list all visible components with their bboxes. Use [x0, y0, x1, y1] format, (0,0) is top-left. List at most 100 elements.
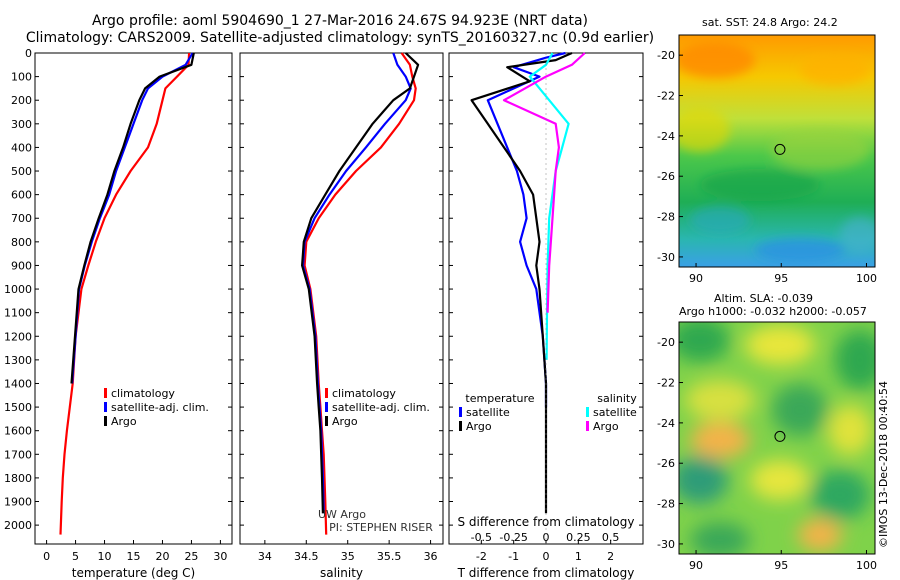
diff-series-satellite-t-: [486, 51, 566, 408]
depth-tick-label: 700: [11, 212, 32, 225]
temp-xtick-label: 5: [72, 550, 79, 563]
depth-tick-label: 500: [11, 165, 32, 178]
sst-map-field: [679, 35, 875, 267]
depth-tick-label: 600: [11, 189, 32, 202]
sst-map-ytick-label: -20: [657, 49, 675, 62]
temp-series-argo: [70, 52, 195, 384]
legend-label: Argo: [466, 420, 492, 433]
legend-swatch: [325, 416, 328, 426]
sla-argo-location-marker: [774, 430, 786, 442]
salinity-diff-tick-label: 0.25: [566, 531, 591, 544]
legend-label: Argo: [332, 415, 358, 428]
salinity-diff-tick-label: -0.25: [499, 531, 527, 544]
temp-series-satellite-adj-clim-: [71, 52, 194, 384]
temp-xtick-label: 0: [43, 550, 50, 563]
temp-series-climatology: [59, 52, 191, 535]
legend-swatch: [325, 402, 328, 412]
temp-xtick-label: 10: [98, 550, 112, 563]
salinity-diff-tick-label: 0.5: [602, 531, 620, 544]
sla-map-title-line1: Altim. SLA: -0.039: [714, 292, 814, 305]
diff-xlabel: T difference from climatology: [457, 566, 635, 580]
legend-swatch: [459, 421, 462, 431]
chart-title-line2: Climatology: CARS2009. Satellite-adjuste…: [25, 30, 655, 46]
legend-swatch: [104, 416, 107, 426]
depth-tick-label: 1400: [4, 377, 32, 390]
sla-map-xtick-label: 95: [774, 559, 788, 572]
depth-tick-label: 200: [11, 94, 32, 107]
legend-swatch: [586, 407, 589, 417]
sal-series-argo: [301, 52, 420, 514]
temp-xlabel: temperature (deg C): [72, 566, 195, 580]
legend-label: satellite: [593, 406, 637, 419]
legend-label: climatology: [111, 387, 175, 400]
legend-label: satellite: [466, 406, 510, 419]
sst-map-xtick-label: 100: [856, 272, 877, 285]
diff-panel: -2 -1 0 1 2 T difference from climatology: [448, 51, 644, 580]
sal-series-satellite-adj-clim-: [301, 52, 412, 514]
sla-map-ytick-label: -26: [657, 457, 675, 470]
depth-tick-label: 1900: [4, 496, 32, 509]
temp-xtick-label: 25: [184, 550, 198, 563]
credit-uw-argo: UW Argo: [318, 508, 366, 521]
legend-swatch: [104, 388, 107, 398]
temp-xtick-label: 20: [155, 550, 169, 563]
sal-frame: [239, 52, 444, 545]
depth-tick-label: 1200: [4, 330, 32, 343]
sst-argo-location-marker: [774, 143, 786, 155]
depth-tick-label: 1100: [4, 307, 32, 320]
diff-series-argo-s-: [502, 52, 586, 313]
depth-tick-label: 1700: [4, 448, 32, 461]
salinity-diff-tick-label: -0.5: [471, 531, 492, 544]
depth-tick-label: 400: [11, 141, 32, 154]
depth-tick-label: 1500: [4, 401, 32, 414]
depth-tick-label: 0: [25, 47, 32, 60]
diff-xtick-label: 2: [607, 550, 614, 563]
sst-map-ytick-label: -30: [657, 251, 675, 264]
sal-xtick-label: 34: [258, 550, 272, 563]
sst-map-xtick-label: 95: [774, 272, 788, 285]
sst-map-xtick-label: 90: [689, 272, 703, 285]
legend-label: satellite-adj. clim.: [332, 401, 430, 414]
diff-series-argo-t-: [470, 51, 573, 514]
legend-label: climatology: [332, 387, 396, 400]
sla-map-xtick-label: 100: [856, 559, 877, 572]
sal-panel: 34 34.5 35 35.5 36 salinity: [239, 52, 444, 580]
chart-title-line1: Argo profile: aoml 5904690_1 27-Mar-2016…: [91, 13, 589, 29]
depth-tick-label: 800: [11, 236, 32, 249]
legend-label: Argo: [111, 415, 137, 428]
sst-map-ytick-label: -26: [657, 170, 675, 183]
sst-map-title: sat. SST: 24.8 Argo: 24.2: [702, 16, 838, 29]
depth-tick-label: 1300: [4, 354, 32, 367]
salinity-diff-tick-label: 0: [543, 531, 550, 544]
depth-tick-label: 2000: [4, 519, 32, 532]
sst-map-ytick-label: -24: [657, 130, 675, 143]
depth-tick-label: 100: [11, 71, 32, 84]
legend-label: Argo: [593, 420, 619, 433]
credit-pi: PI: STEPHEN RISER: [329, 521, 433, 534]
sla-map-field: [679, 322, 875, 554]
diff-series-satellite-s-: [528, 52, 570, 360]
sal-xtick-label: 35.5: [377, 550, 402, 563]
sst-map-ytick-label: -22: [657, 90, 675, 103]
diff-xtick-label: 1: [575, 550, 582, 563]
temp-xtick-label: 30: [213, 550, 227, 563]
sst-map-ytick-label: -28: [657, 211, 675, 224]
diff-xtick-label: -1: [508, 550, 519, 563]
depth-tick-label: 900: [11, 259, 32, 272]
legend-title-temperature: temperature: [465, 392, 534, 405]
sal-xtick-label: 34.5: [294, 550, 319, 563]
temp-panel: 0100200300400500600700800900100011001200…: [4, 47, 233, 580]
sla-map-ytick-label: -20: [657, 336, 675, 349]
temp-xtick-label: 15: [127, 550, 141, 563]
sal-xlabel: salinity: [320, 566, 363, 580]
sla-map-ytick-label: -28: [657, 498, 675, 511]
legend-label: satellite-adj. clim.: [111, 401, 209, 414]
sla-map-ytick-label: -22: [657, 377, 675, 390]
depth-tick-label: 1800: [4, 472, 32, 485]
legend-swatch: [325, 388, 328, 398]
depth-tick-label: 1000: [4, 283, 32, 296]
legend-swatch: [459, 407, 462, 417]
sal-xtick-label: 36: [424, 550, 438, 563]
sla-map-title-line2: Argo h1000: -0.032 h2000: -0.057: [679, 305, 867, 318]
